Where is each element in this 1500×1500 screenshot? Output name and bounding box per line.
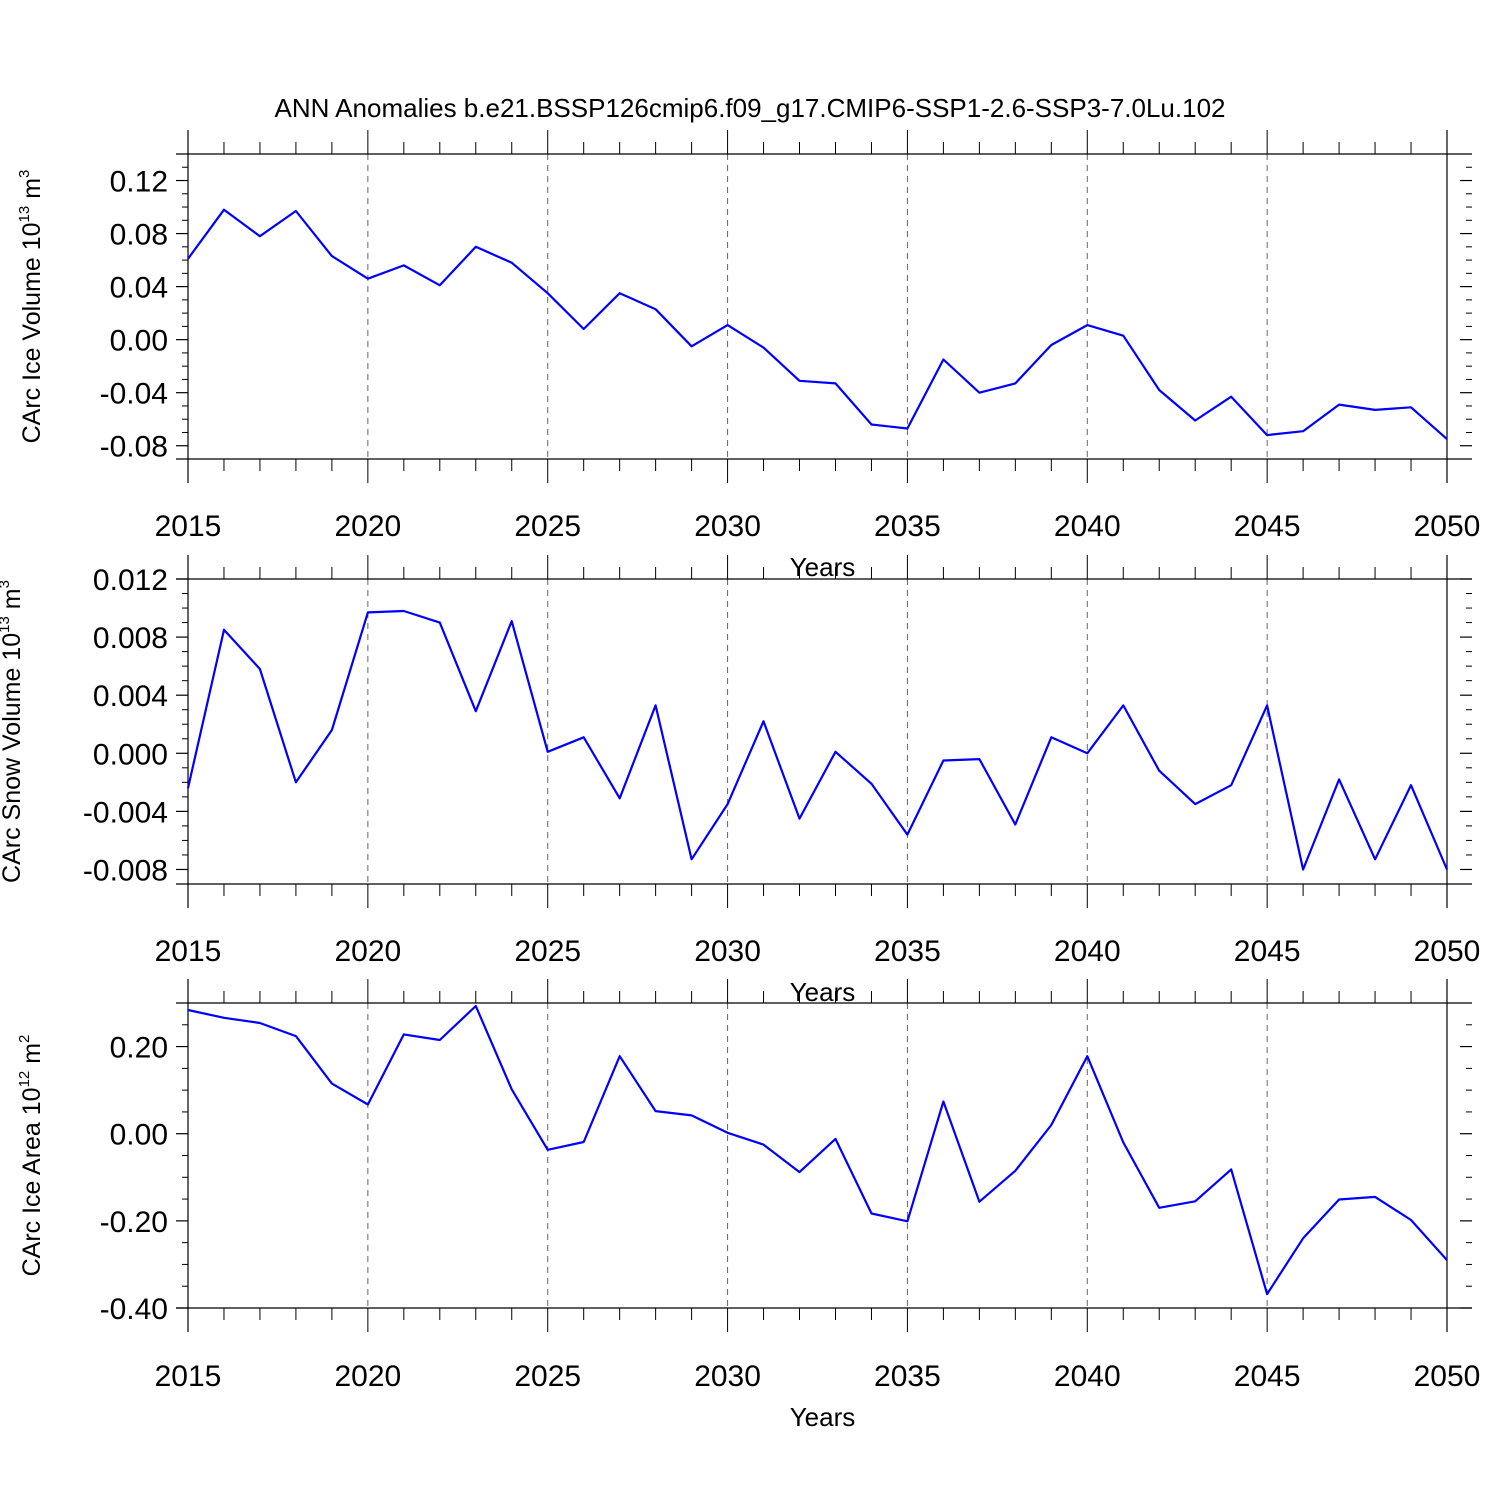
x-tick-label: 2025 bbox=[514, 935, 581, 968]
panel-snow-volume: 0.012 0.008 0.004 0.000 -0.004 -0.008 2015 202… bbox=[0, 555, 1480, 1007]
series-ice-volume bbox=[187, 208, 1448, 440]
y-axis-title-base: CArc Snow Volume 10 bbox=[0, 633, 26, 883]
y-tick-labels: 0.12 0.08 0.04 0.00 -0.04 -0.08 bbox=[100, 166, 168, 464]
y-tick-label: -0.20 bbox=[100, 1206, 168, 1239]
x-tick-label: 2020 bbox=[334, 510, 401, 543]
y-axis-title-base: CArc Ice Volume 10 bbox=[18, 222, 46, 443]
y-tick-label: 0.00 bbox=[110, 325, 168, 358]
x-tick-label: 2035 bbox=[874, 1360, 941, 1393]
y-tick-label: -0.008 bbox=[83, 854, 168, 887]
y-tick-label: 0.08 bbox=[110, 219, 168, 252]
series-line bbox=[186, 609, 1449, 871]
y-axis-title-unit: m bbox=[0, 588, 26, 616]
x-tick-labels: 2015 2020 2025 2030 2035 2040 2045 2050 bbox=[155, 1360, 1481, 1393]
x-tick-label: 2035 bbox=[874, 510, 941, 543]
series-line bbox=[187, 1004, 1448, 1296]
x-axis-title: Years bbox=[790, 977, 856, 1007]
y-axis-title-unit-exponent: 2 bbox=[16, 1035, 33, 1043]
y-tick-labels: 0.20 0.00 -0.20 -0.40 bbox=[100, 1032, 168, 1326]
y-axis-title: CArc Snow Volume 1013 m3 bbox=[0, 580, 26, 883]
y-tick-label: 0.008 bbox=[93, 622, 168, 655]
plot-frame bbox=[176, 979, 1472, 1332]
x-tick-label: 2035 bbox=[874, 935, 941, 968]
x-tick-label: 2040 bbox=[1054, 1360, 1121, 1393]
series-ice-area bbox=[187, 1004, 1448, 1296]
x-axis-title: Years bbox=[790, 1402, 856, 1432]
x-tick-label: 2030 bbox=[694, 1360, 761, 1393]
y-tick-label: -0.004 bbox=[83, 796, 168, 829]
y-tick-label: 0.04 bbox=[110, 272, 168, 305]
plot-frame bbox=[176, 130, 1472, 483]
x-tick-label: 2025 bbox=[514, 1360, 581, 1393]
y-axis-title: CArc Ice Area 1012 m2 bbox=[16, 1035, 46, 1277]
x-tick-label: 2040 bbox=[1054, 935, 1121, 968]
grid-lines bbox=[367, 154, 1268, 459]
y-axis-title-unit-exponent: 3 bbox=[16, 170, 33, 178]
x-tick-label: 2015 bbox=[155, 510, 222, 543]
x-tick-label: 2015 bbox=[155, 935, 222, 968]
x-tick-label: 2020 bbox=[334, 935, 401, 968]
y-tick-label: -0.40 bbox=[100, 1293, 168, 1326]
y-axis-title-exponent: 13 bbox=[16, 206, 33, 223]
y-tick-labels: 0.012 0.008 0.004 0.000 -0.004 -0.008 bbox=[83, 564, 168, 887]
x-tick-labels: 2015 2020 2025 2030 2035 2040 2045 2050 bbox=[155, 510, 1481, 543]
x-tick-label: 2050 bbox=[1414, 510, 1481, 543]
x-tick-label: 2030 bbox=[694, 935, 761, 968]
y-tick-label: 0.012 bbox=[93, 564, 168, 597]
y-tick-label: -0.04 bbox=[100, 378, 168, 411]
x-axis-title: Years bbox=[790, 552, 856, 582]
x-tick-label: 2045 bbox=[1234, 1360, 1301, 1393]
y-axis-title-exponent: 13 bbox=[0, 616, 13, 633]
x-tick-label: 2045 bbox=[1234, 510, 1301, 543]
x-tick-label: 2015 bbox=[155, 1360, 222, 1393]
series-line bbox=[187, 208, 1448, 440]
y-axis-title-unit: m bbox=[18, 1043, 46, 1071]
y-tick-label: 0.000 bbox=[93, 738, 168, 771]
x-tick-label: 2030 bbox=[694, 510, 761, 543]
y-tick-label: 0.004 bbox=[93, 680, 168, 713]
y-axis-title-unit-exponent: 3 bbox=[0, 580, 13, 588]
x-tick-label: 2050 bbox=[1414, 935, 1481, 968]
y-tick-label: 0.00 bbox=[110, 1119, 168, 1152]
x-tick-labels: 2015 2020 2025 2030 2035 2040 2045 2050 bbox=[155, 935, 1481, 968]
x-tick-label: 2050 bbox=[1414, 1360, 1481, 1393]
y-axis-title-base: CArc Ice Area 10 bbox=[18, 1087, 46, 1276]
y-axis-title: CArc Ice Volume 1013 m3 bbox=[16, 170, 46, 444]
figure-title: ANN Anomalies b.e21.BSSP126cmip6.f09_g17… bbox=[275, 93, 1226, 123]
y-axis-title-unit: m bbox=[18, 178, 46, 206]
y-tick-label: -0.08 bbox=[100, 431, 168, 464]
y-axis-title-exponent: 12 bbox=[16, 1071, 33, 1088]
y-tick-label: 0.12 bbox=[110, 166, 168, 199]
panel-ice-area: 0.200.00-0.20-0.40 2015 2020 2025 2030 2035 2… bbox=[16, 979, 1480, 1432]
x-tick-label: 2020 bbox=[334, 1360, 401, 1393]
grid-lines bbox=[367, 1003, 1268, 1308]
x-tick-label: 2040 bbox=[1054, 510, 1121, 543]
panel-ice-volume: 0.120.080.040.00-0.04-0.08 2015 2020 2025 2… bbox=[16, 130, 1480, 582]
x-tick-label: 2045 bbox=[1234, 935, 1301, 968]
y-tick-label: 0.20 bbox=[110, 1032, 168, 1065]
x-tick-label: 2025 bbox=[514, 510, 581, 543]
series-snow-volume bbox=[186, 609, 1449, 871]
plot-frame bbox=[176, 555, 1472, 908]
